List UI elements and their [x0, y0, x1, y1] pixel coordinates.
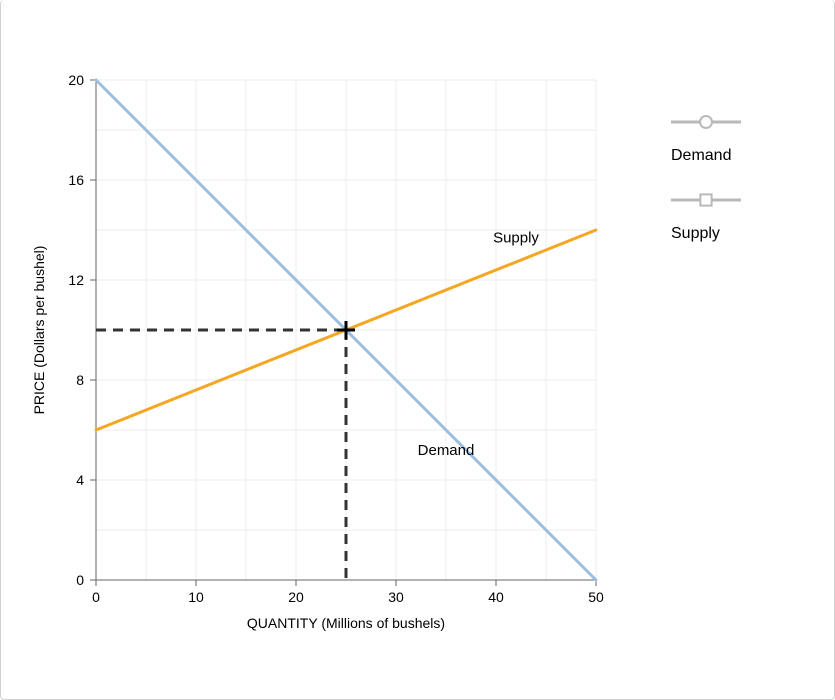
svg-text:10: 10: [188, 589, 204, 605]
legend-item-supply: Supply: [671, 193, 821, 243]
svg-text:PRICE (Dollars per bushel): PRICE (Dollars per bushel): [31, 246, 47, 415]
supply-demand-chart: 0 10 20 30 40 50 0 4 8 12 16 20 QUANTITY (Millions o…: [16, 60, 636, 680]
svg-text:0: 0: [76, 572, 84, 588]
legend-label-demand: Demand: [671, 147, 821, 165]
svg-text:20: 20: [288, 589, 304, 605]
svg-text:Supply: Supply: [493, 230, 539, 247]
svg-text:8: 8: [76, 372, 84, 388]
chart-plot-area: 0 10 20 30 40 50 0 4 8 12 16 20 QUANTITY (Millions o…: [16, 60, 636, 680]
svg-text:16: 16: [68, 172, 84, 188]
legend-item-demand: Demand: [671, 115, 821, 165]
svg-text:12: 12: [68, 272, 84, 288]
chart-legend: Demand Supply: [671, 115, 821, 271]
legend-symbol-demand: [671, 115, 821, 129]
svg-text:Demand: Demand: [418, 442, 475, 459]
legend-label-supply: Supply: [671, 225, 821, 243]
chart-container: 0 10 20 30 40 50 0 4 8 12 16 20 QUANTITY (Millions o…: [0, 0, 835, 700]
svg-text:40: 40: [488, 589, 504, 605]
svg-text:20: 20: [68, 72, 84, 88]
svg-text:QUANTITY (Millions of bushels): QUANTITY (Millions of bushels): [247, 615, 445, 631]
legend-symbol-supply: [671, 193, 821, 207]
svg-text:50: 50: [588, 589, 604, 605]
svg-text:4: 4: [76, 472, 84, 488]
svg-text:30: 30: [388, 589, 404, 605]
svg-text:0: 0: [92, 589, 100, 605]
